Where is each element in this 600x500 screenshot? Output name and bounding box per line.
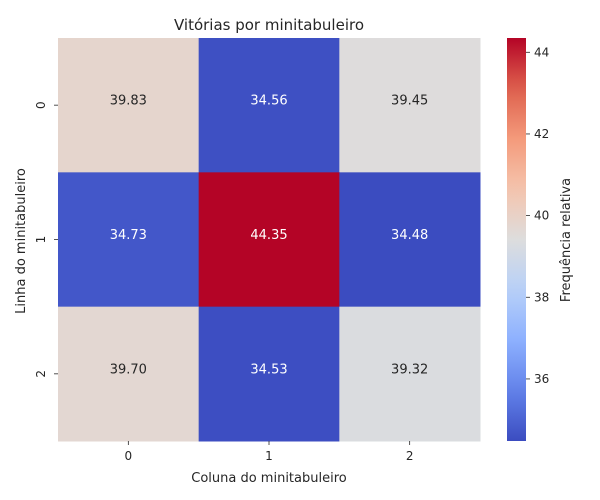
- cell-value-label-r0-c1: 34.56: [250, 94, 287, 109]
- heatmap-cell-r1-c0: [58, 172, 200, 308]
- cell-value-label-r0-c2: 39.45: [391, 94, 428, 109]
- colorbar-tick-label-3: 42: [534, 127, 549, 141]
- cell-value-label-r2-c1: 34.53: [250, 362, 287, 377]
- cell-value-label-r1-c1: 44.35: [250, 228, 287, 243]
- x-axis-label: Coluna do minitabuleiro: [191, 471, 347, 486]
- heatmap-cell-r0-c2: [339, 38, 481, 173]
- cell-value-label-r1-c2: 34.48: [391, 228, 428, 243]
- heatmap-cell-r2-c0: [58, 306, 200, 442]
- y-tick-label-2: 2: [34, 370, 48, 378]
- x-tick-label-0: 0: [125, 449, 133, 463]
- cell-value-label-r0-c0: 39.83: [110, 94, 147, 109]
- y-tick-label-1: 1: [34, 236, 48, 244]
- colorbar: 36 38 40 42 44 Frequência relativa: [507, 38, 574, 441]
- cell-value-label-r1-c0: 34.73: [110, 228, 147, 243]
- heatmap-cell-r1-c1: [198, 172, 340, 308]
- chart-title: Vitórias por minitabuleiro: [174, 16, 364, 34]
- x-axis-ticks: 0 1 2: [125, 441, 414, 463]
- colorbar-gradient: [507, 38, 526, 441]
- heatmap-cells: [58, 38, 481, 442]
- colorbar-tick-label-2: 40: [534, 209, 549, 223]
- heatmap-cell-r0-c0: [58, 38, 200, 173]
- y-axis-label: Linha do minitabuleiro: [14, 168, 29, 314]
- cell-value-label-r2-c0: 39.70: [110, 362, 147, 377]
- colorbar-label: Frequência relativa: [559, 178, 574, 302]
- colorbar-tick-label-0: 36: [534, 372, 549, 386]
- cell-value-labels: 39.83 34.56 39.45 34.73 44.35 34.48 39.70 34.53…: [110, 94, 429, 378]
- heatmap-cell-r2-c2: [339, 306, 481, 442]
- heatmap-cell-r0-c1: [198, 38, 340, 173]
- x-tick-label-1: 1: [265, 449, 273, 463]
- colorbar-tick-label-4: 44: [534, 45, 549, 59]
- heatmap-cell-r1-c2: [339, 172, 481, 308]
- x-tick-label-2: 2: [406, 449, 414, 463]
- y-axis-ticks: 0 1 2: [34, 101, 58, 378]
- heatmap-cell-r2-c1: [198, 306, 340, 442]
- cell-value-label-r2-c2: 39.32: [391, 362, 428, 377]
- colorbar-tick-label-1: 38: [534, 290, 549, 304]
- y-tick-label-0: 0: [34, 101, 48, 109]
- colorbar-ticks: 36 38 40 42 44: [526, 45, 549, 386]
